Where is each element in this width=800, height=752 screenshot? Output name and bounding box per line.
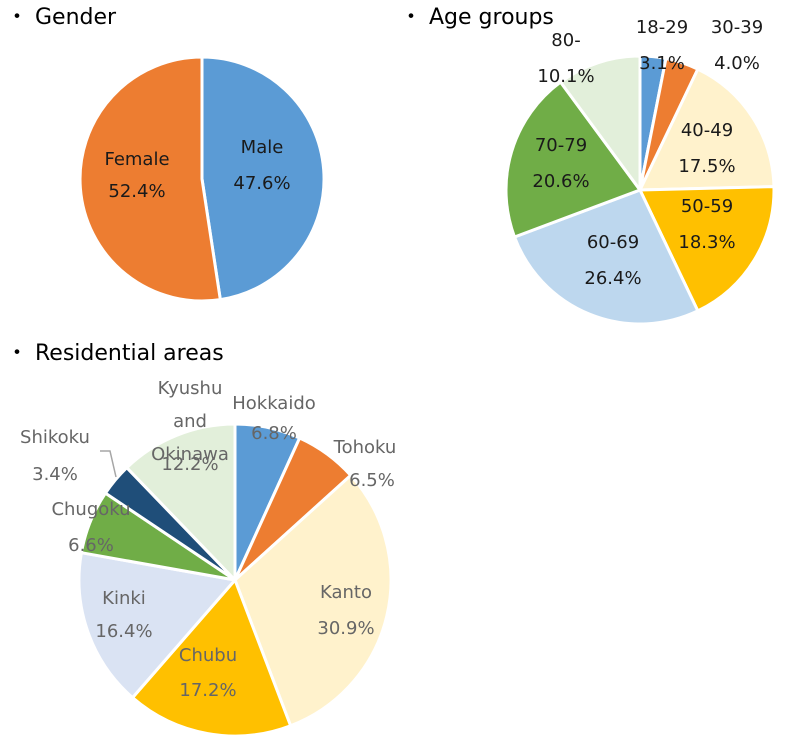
residential-areas-pie: Hokkaido 6.8% Tohoku 6.5% Kanto 30.9% Chubu 17.… bbox=[20, 378, 397, 738]
pie-slice-kanto bbox=[233, 473, 393, 728]
residential-areas-title: ・ Residential areas bbox=[6, 341, 224, 366]
slice-value-80: 10.1% bbox=[537, 66, 594, 87]
slice-value-40-49: 17.5% bbox=[678, 156, 735, 177]
slice-label-80: 80- bbox=[551, 30, 580, 51]
slice-label-kanto: Kanto bbox=[320, 582, 372, 603]
slice-label-chugoku: Chugoku bbox=[51, 499, 130, 520]
slice-value-hokkaido: 6.8% bbox=[251, 423, 297, 444]
gender-title: ・ Gender bbox=[6, 5, 117, 30]
slice-value-kinki: 16.4% bbox=[95, 621, 152, 642]
pie-slice-chubu bbox=[131, 578, 293, 738]
pie-slice-70-79 bbox=[504, 80, 642, 239]
pie-slice-50-59 bbox=[638, 185, 776, 313]
slice-label-30-39: 30-39 bbox=[711, 17, 763, 38]
slice-value-chugoku: 6.6% bbox=[68, 535, 114, 556]
pie-slice-male bbox=[200, 55, 326, 302]
slice-label-50-59: 50-59 bbox=[681, 196, 733, 217]
slice-label-hokkaido: Hokkaido bbox=[232, 393, 316, 414]
age-groups-pie: 18-29 3.1% 30-39 4.0% 40-49 17.5% 50-59 18.3% 60… bbox=[504, 17, 776, 326]
slice-label-18-29: 18-29 bbox=[636, 17, 688, 38]
slice-label-70-79: 70-79 bbox=[535, 135, 587, 156]
slice-label-female: Female bbox=[104, 149, 169, 170]
pie-slice-female bbox=[78, 55, 222, 303]
slice-value-60-69: 26.4% bbox=[584, 268, 641, 289]
slice-label-60-69: 60-69 bbox=[587, 232, 639, 253]
slice-label-male: Male bbox=[241, 137, 284, 158]
slice-value-70-79: 20.6% bbox=[532, 171, 589, 192]
slice-label-tohoku: Tohoku bbox=[333, 437, 397, 458]
pie-slice-80 bbox=[559, 54, 642, 192]
slice-label-chubu: Chubu bbox=[179, 645, 237, 666]
slice-value-18-29: 3.1% bbox=[639, 53, 685, 74]
slice-value-chubu: 17.2% bbox=[179, 680, 236, 701]
pie-slice-60-69 bbox=[513, 188, 700, 326]
slice-value-female: 52.4% bbox=[108, 181, 165, 202]
slice-value-kanto: 30.9% bbox=[317, 618, 374, 639]
age-groups-title: ・ Age groups bbox=[400, 5, 554, 30]
slice-label-40-49: 40-49 bbox=[681, 120, 733, 141]
shikoku-leader-line bbox=[100, 450, 117, 478]
slice-label-kinki: Kinki bbox=[102, 588, 146, 609]
slice-label-kyushu-and-okinawa: Kyushu and Okinawa bbox=[151, 378, 229, 465]
gender-pie: Male 47.6% Female 52.4% bbox=[78, 55, 326, 303]
pie-slice-40-49 bbox=[638, 67, 776, 192]
slice-value-30-39: 4.0% bbox=[714, 53, 760, 74]
slice-value-shikoku: 3.4% bbox=[32, 464, 78, 485]
pie-slice-kinki bbox=[77, 551, 237, 700]
slice-value-kyushu-and-okinawa: 12.2% bbox=[161, 454, 218, 475]
slice-value-male: 47.6% bbox=[233, 173, 290, 194]
pie-slice-kyushu-and-okinawa bbox=[125, 422, 237, 582]
slice-value-50-59: 18.3% bbox=[678, 232, 735, 253]
slice-label-shikoku: Shikoku bbox=[20, 427, 90, 448]
slice-value-tohoku: 6.5% bbox=[349, 470, 395, 491]
